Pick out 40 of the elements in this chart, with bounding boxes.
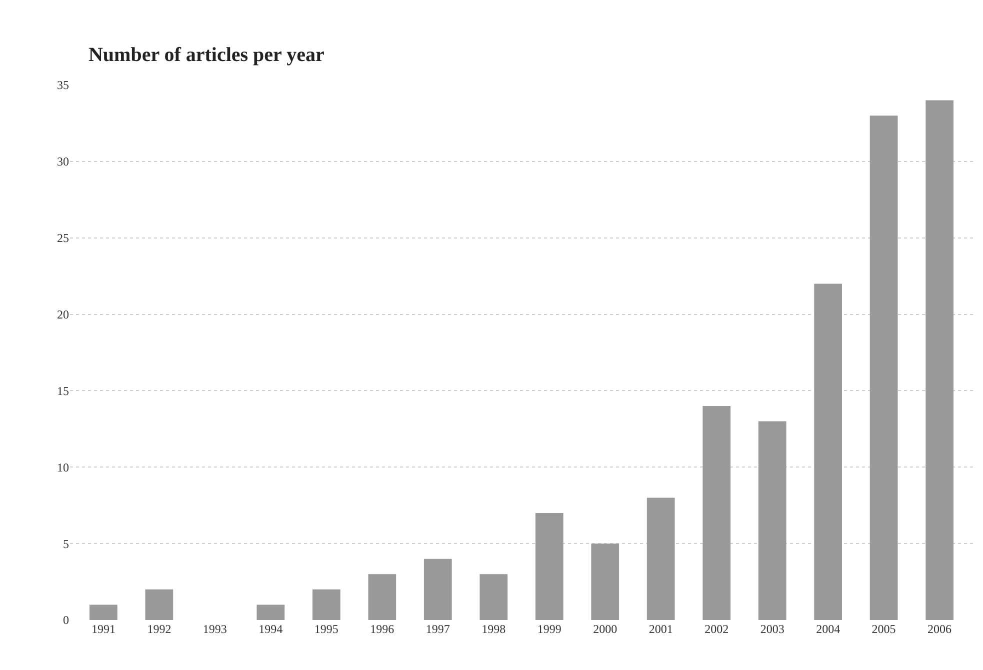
chart-title: Number of articles per year (88, 44, 324, 66)
x-tick-label: 2004 (816, 622, 840, 636)
x-tick-label: 2006 (928, 622, 952, 636)
bar (312, 589, 340, 620)
x-tick-label: 2003 (760, 622, 784, 636)
bar (368, 574, 396, 620)
x-tick-label: 2000 (593, 622, 618, 636)
x-tick-label: 1993 (202, 622, 227, 636)
x-tick-label: 1995 (314, 622, 338, 636)
y-tick-label: 20 (57, 307, 69, 322)
x-tick-label: 1992 (147, 622, 172, 636)
x-tick-label: 2005 (872, 622, 896, 636)
x-tick-label: 1994 (258, 622, 283, 636)
y-tick-label: 10 (57, 460, 69, 474)
bar (591, 544, 620, 620)
bar (814, 284, 842, 620)
y-tick-label: 30 (57, 154, 69, 169)
y-tick-label: 5 (63, 536, 69, 551)
x-tick-label: 1998 (482, 622, 506, 636)
bar (145, 589, 174, 620)
bar (646, 498, 675, 620)
bar (926, 100, 954, 620)
bar (535, 513, 564, 620)
bar (480, 574, 508, 620)
bar (870, 116, 898, 620)
x-tick-label: 1996 (370, 622, 394, 636)
bar (256, 604, 285, 620)
y-tick-label: 25 (57, 231, 69, 246)
bar (758, 421, 786, 620)
y-tick-label: 15 (57, 384, 69, 398)
x-tick-label: 1997 (426, 622, 450, 636)
x-tick-label: 1999 (537, 622, 562, 636)
x-tick-label: 2001 (648, 622, 673, 636)
bar (90, 604, 118, 620)
x-tick-label: 2002 (704, 622, 729, 636)
y-tick-label: 0 (63, 613, 69, 628)
x-tick-label: 1991 (91, 622, 116, 636)
bar (702, 406, 731, 620)
bar (424, 558, 452, 620)
y-tick-label: 35 (57, 78, 69, 92)
